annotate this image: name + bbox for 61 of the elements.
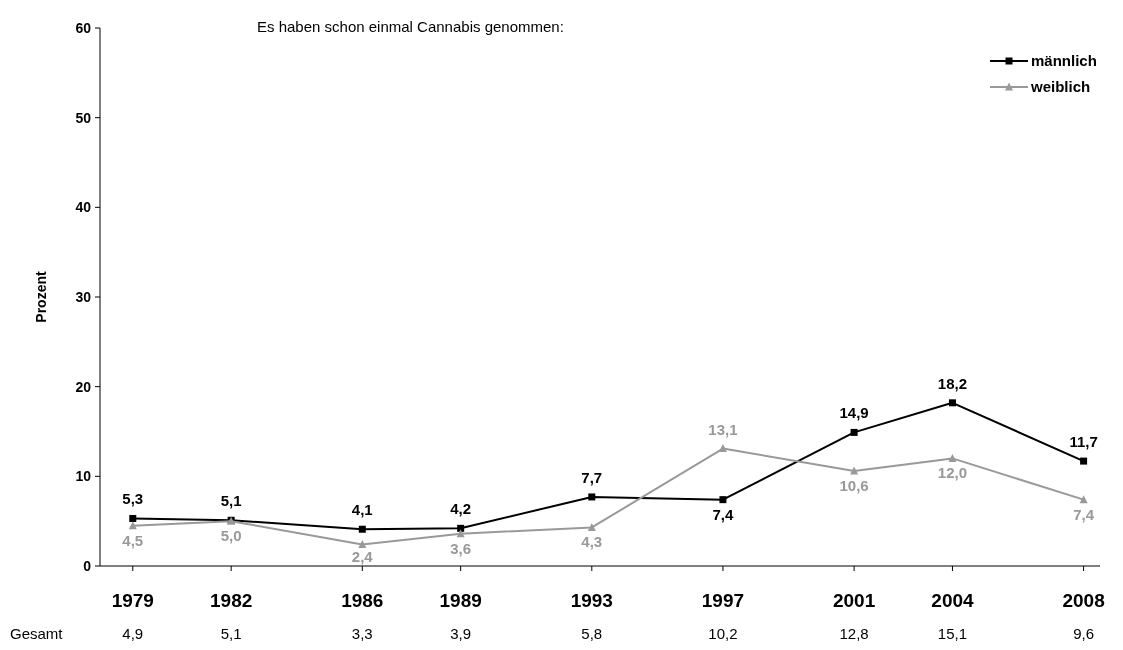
text: 15,1 [937, 625, 968, 642]
point [129, 514, 137, 522]
y-tick-label: 50 [75, 109, 92, 126]
point [358, 539, 367, 548]
x-tick-label: 2008 [1062, 590, 1105, 611]
data-label: 10,6 [839, 476, 869, 494]
point [850, 428, 858, 436]
point [1080, 457, 1088, 465]
data-label: 14,9 [839, 404, 869, 422]
point [588, 493, 596, 501]
y-tick-label: 30 [75, 289, 92, 305]
text: 4,9 [122, 625, 144, 642]
text: Gesamt [10, 625, 64, 642]
x-tick-label: 1982 [210, 590, 253, 611]
x-tick-label: 1993 [570, 590, 613, 611]
text: 12,8 [839, 625, 869, 642]
y-axis-title: Prozent [33, 271, 49, 323]
x-tick-label: 1997 [701, 590, 745, 611]
text: 10,2 [708, 625, 738, 642]
text: 3,9 [450, 625, 472, 642]
data-label: 4,2 [450, 500, 472, 518]
point [1079, 495, 1088, 504]
x-tick-label: 1989 [439, 590, 482, 611]
data-label: 5,1 [220, 492, 242, 510]
data-label: 7,4 [1073, 505, 1095, 523]
x-tick-label: 1986 [341, 590, 384, 611]
y-tick-label: 10 [75, 468, 92, 485]
text: 5,1 [220, 625, 242, 642]
data-label: 11,7 [1069, 433, 1098, 451]
text: 5,8 [581, 625, 603, 642]
data-label: 4,5 [122, 531, 144, 549]
x-tick-label: 1979 [111, 590, 154, 611]
data-label: 5,0 [220, 527, 242, 545]
data-label: 7,7 [581, 468, 603, 486]
point [457, 524, 465, 532]
x-tick-label: 2004 [931, 590, 975, 611]
y-tick-label: 20 [75, 378, 92, 395]
data-label: 4,3 [581, 533, 603, 551]
y-tick-label: 0 [83, 558, 92, 574]
data-label: 3,6 [450, 539, 472, 557]
x-tick-label: 2001 [832, 590, 876, 611]
data-label: 7,4 [712, 505, 735, 523]
y-tick-label: 60 [75, 20, 92, 36]
data-label: 12,0 [937, 464, 968, 482]
point [358, 525, 366, 533]
legend-label: männlich [1031, 52, 1097, 69]
data-label: 18,2 [937, 374, 968, 392]
point [948, 399, 956, 407]
data-label: 4,1 [351, 501, 373, 519]
chart-title: Es haben schon einmal Cannabis genommen: [257, 18, 564, 35]
data-label: 5,3 [122, 490, 144, 508]
point [948, 453, 957, 462]
legend-label: weiblich [1030, 78, 1091, 95]
point [587, 522, 596, 531]
y-tick-label: 40 [75, 199, 92, 216]
point [719, 496, 727, 504]
text: 9,6 [1073, 625, 1095, 642]
data-label: 2,4 [351, 548, 374, 565]
text: 3,3 [351, 625, 373, 642]
point [718, 444, 727, 453]
data-label: 13,1 [708, 420, 738, 438]
